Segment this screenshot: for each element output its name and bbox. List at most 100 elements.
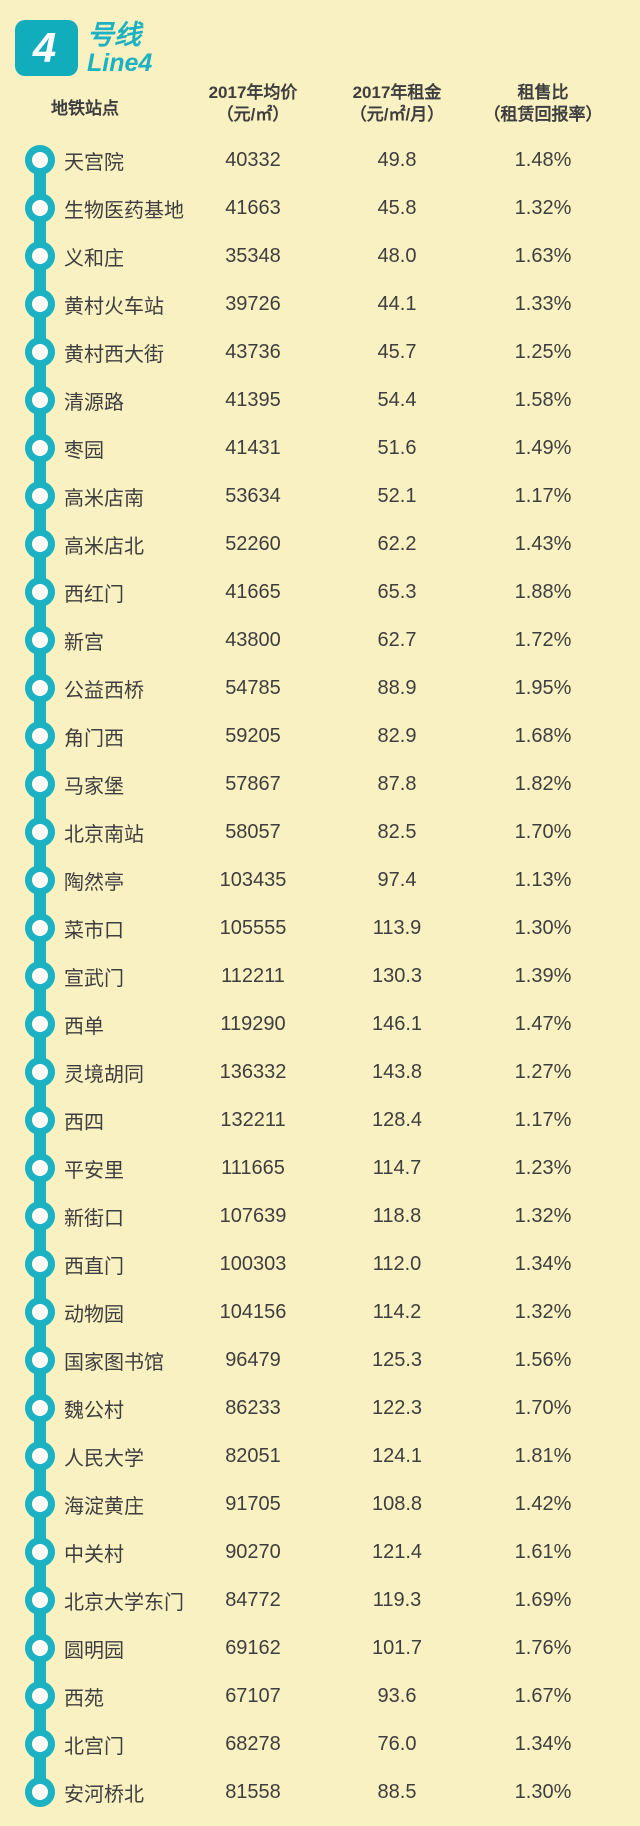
line-latin-label: Line4 [87, 48, 153, 77]
station-cell: 国家图书馆 [0, 1345, 170, 1375]
station-name: 魏公村 [64, 1399, 124, 1422]
rent-value: 45.8 [377, 196, 417, 219]
station-cell: 新街口 [0, 1201, 170, 1231]
station-marker-icon [25, 481, 55, 511]
station-marker-icon [25, 1297, 55, 1327]
table-header-row: 地铁站点 2017年均价 （元/㎡） 2017年租金 （元/㎡/月） 租售比 （… [0, 82, 640, 126]
station-cell: 魏公村 [0, 1393, 170, 1423]
station-marker-icon [25, 625, 55, 655]
price-value: 105555 [219, 916, 287, 939]
header-price-line1: 2017年均价 [208, 83, 298, 102]
price-value: 103435 [219, 868, 287, 891]
rent-value: 48.0 [377, 244, 417, 267]
station-cell: 灵境胡同 [0, 1057, 170, 1087]
table-row: 安河桥北 81558 88.5 1.30% [0, 1768, 628, 1816]
ratio-value: 1.70% [514, 1396, 572, 1419]
table-row: 新街口 107639 118.8 1.32% [0, 1192, 628, 1240]
ratio-value: 1.82% [514, 772, 572, 795]
price-value: 53634 [225, 484, 281, 507]
rent-value: 97.4 [377, 868, 417, 891]
ratio-value: 1.32% [514, 196, 572, 219]
station-cell: 生物医药基地 [0, 193, 184, 223]
station-marker-icon [25, 529, 55, 559]
line-brand: 4 号线 Line4 [15, 20, 152, 76]
station-marker-icon [25, 1345, 55, 1375]
station-cell: 菜市口 [0, 913, 170, 943]
table-row: 角门西 59205 82.9 1.68% [0, 712, 628, 760]
station-name: 平安里 [64, 1159, 124, 1182]
station-name: 海淀黄庄 [64, 1495, 144, 1518]
table-row: 圆明园 69162 101.7 1.76% [0, 1624, 628, 1672]
table-row: 西直门 100303 112.0 1.34% [0, 1240, 628, 1288]
station-name: 安河桥北 [64, 1783, 144, 1806]
station-cell: 宣武门 [0, 961, 170, 991]
price-value: 136332 [219, 1060, 287, 1083]
ratio-value: 1.68% [514, 724, 572, 747]
rent-value: 52.1 [377, 484, 417, 507]
rent-value: 113.9 [372, 916, 422, 939]
station-marker-icon [25, 337, 55, 367]
table-row: 宣武门 112211 130.3 1.39% [0, 952, 628, 1000]
price-value: 67107 [225, 1684, 281, 1707]
price-value: 96479 [225, 1348, 281, 1371]
station-name: 圆明园 [64, 1639, 124, 1662]
station-cell: 陶然亭 [0, 865, 170, 895]
station-name: 中关村 [64, 1543, 124, 1566]
station-marker-icon [25, 865, 55, 895]
price-value: 111665 [221, 1156, 285, 1179]
station-cell: 黄村火车站 [0, 289, 170, 319]
line-suffix-label: 号线 [87, 19, 141, 50]
price-value: 132211 [220, 1108, 286, 1131]
station-cell: 北宫门 [0, 1729, 170, 1759]
station-name: 马家堡 [64, 775, 124, 798]
ratio-value: 1.25% [514, 340, 572, 363]
table-row: 北京大学东门 84772 119.3 1.69% [0, 1576, 628, 1624]
station-name: 清源路 [64, 391, 124, 414]
station-name: 高米店北 [64, 535, 144, 558]
station-marker-icon [25, 1249, 55, 1279]
table-row: 清源路 41395 54.4 1.58% [0, 376, 628, 424]
table-row: 高米店北 52260 62.2 1.43% [0, 520, 628, 568]
station-name: 北京南站 [64, 823, 144, 846]
ratio-value: 1.70% [514, 820, 572, 843]
ratio-value: 1.67% [514, 1684, 572, 1707]
table-row: 西单 119290 146.1 1.47% [0, 1000, 628, 1048]
station-cell: 北京大学东门 [0, 1585, 184, 1615]
price-value: 40332 [225, 148, 281, 171]
station-name: 新街口 [64, 1207, 124, 1230]
rent-value: 128.4 [371, 1108, 423, 1131]
ratio-value: 1.17% [514, 484, 572, 507]
price-value: 58057 [225, 820, 281, 843]
rent-value: 112.0 [372, 1252, 422, 1275]
station-marker-icon [25, 673, 55, 703]
table-row: 陶然亭 103435 97.4 1.13% [0, 856, 628, 904]
station-marker-icon [25, 913, 55, 943]
station-marker-icon [25, 433, 55, 463]
ratio-value: 1.47% [514, 1012, 572, 1035]
rent-value: 82.5 [377, 820, 417, 843]
header-rent-line1: 2017年租金 [352, 83, 442, 102]
ratio-value: 1.17% [514, 1108, 572, 1131]
station-name: 北京大学东门 [64, 1591, 184, 1614]
station-name: 国家图书馆 [64, 1351, 164, 1374]
station-name: 西红门 [64, 583, 124, 606]
table-row: 生物医药基地 41663 45.8 1.32% [0, 184, 628, 232]
price-value: 100303 [219, 1252, 287, 1275]
station-name: 公益西桥 [64, 679, 144, 702]
station-marker-icon [25, 1393, 55, 1423]
station-cell: 西苑 [0, 1681, 170, 1711]
table-row: 马家堡 57867 87.8 1.82% [0, 760, 628, 808]
header-ratio-line2: （租赁回报率） [483, 105, 603, 124]
table-row: 黄村火车站 39726 44.1 1.33% [0, 280, 628, 328]
station-marker-icon [25, 1057, 55, 1087]
rent-value: 62.7 [377, 628, 417, 651]
rent-value: 124.1 [371, 1444, 423, 1467]
station-cell: 清源路 [0, 385, 170, 415]
ratio-value: 1.56% [514, 1348, 572, 1371]
station-cell: 西红门 [0, 577, 170, 607]
rent-value: 88.5 [377, 1780, 417, 1803]
price-value: 86233 [225, 1396, 281, 1419]
rent-value: 62.2 [377, 532, 417, 555]
rent-value: 88.9 [377, 676, 417, 699]
